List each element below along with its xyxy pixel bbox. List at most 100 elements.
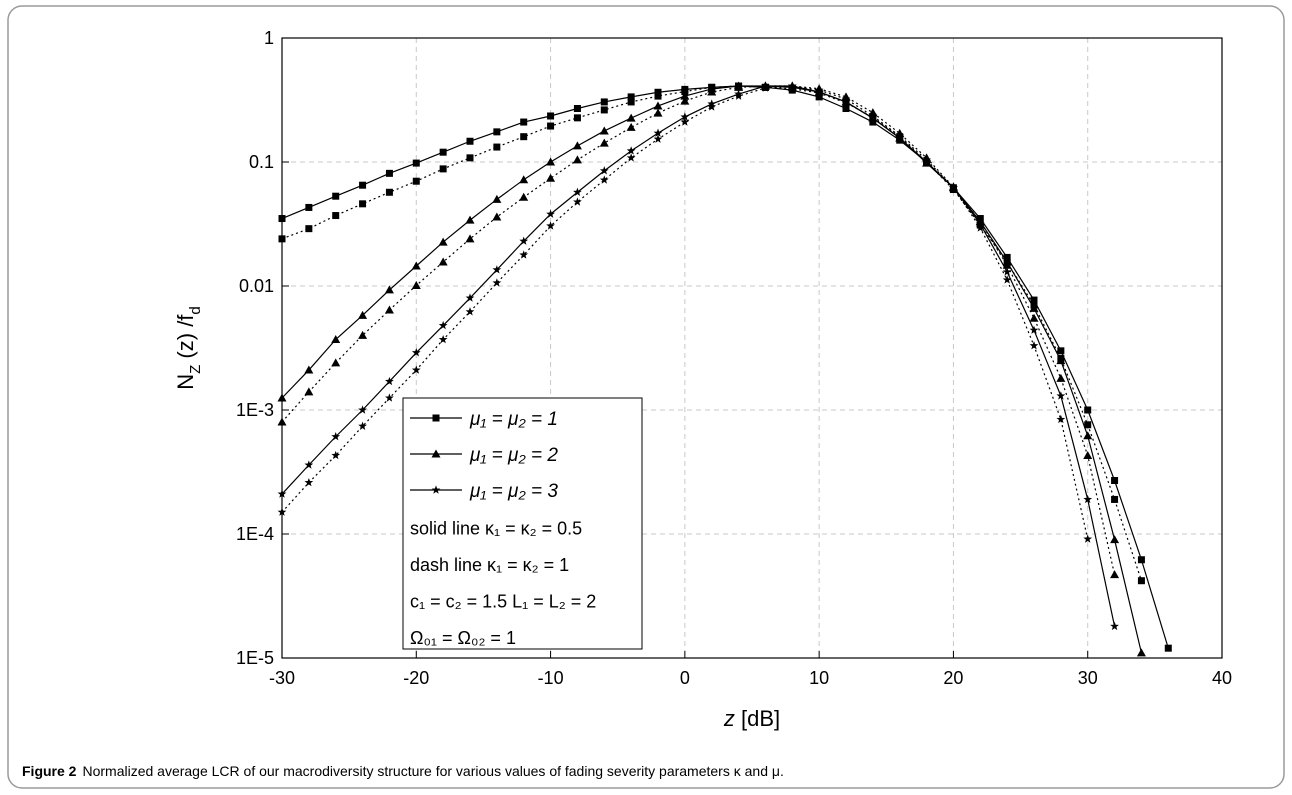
- marker-square: [520, 118, 528, 126]
- marker-square: [1111, 495, 1119, 503]
- y-tick-label: 0.1: [249, 152, 274, 172]
- marker-triangle: [277, 393, 287, 402]
- marker-square: [493, 143, 501, 151]
- marker-star: [653, 128, 663, 137]
- marker-square: [439, 165, 447, 173]
- marker-square: [412, 159, 420, 167]
- marker-star: [519, 236, 529, 245]
- legend-note: solid line κ₁ = κ₂ = 0.5: [410, 519, 582, 539]
- marker-square: [842, 105, 850, 113]
- marker-square: [278, 235, 286, 243]
- marker-square: [547, 112, 555, 120]
- x-tick-label: 30: [1078, 668, 1098, 688]
- marker-triangle: [707, 87, 717, 96]
- marker-star: [546, 221, 555, 230]
- x-tick-label: 10: [809, 668, 829, 688]
- marker-triangle: [653, 108, 663, 117]
- marker-triangle: [438, 257, 448, 266]
- marker-triangle: [331, 335, 341, 344]
- series-line: [281, 85, 1116, 575]
- marker-square: [305, 225, 313, 233]
- caption-text: Normalized average LCR of our macrodiver…: [82, 763, 783, 779]
- marker-star: [492, 278, 502, 287]
- x-tick-label: 20: [943, 668, 963, 688]
- marker-triangle: [465, 234, 475, 243]
- marker-star: [975, 223, 985, 232]
- marker-square: [627, 93, 635, 101]
- marker-square: [466, 137, 474, 145]
- marker-triangle: [1029, 303, 1039, 312]
- marker-star: [707, 102, 717, 111]
- marker-star: [304, 477, 314, 487]
- marker-star: [431, 485, 441, 494]
- plot-frame: [281, 37, 1223, 659]
- marker-triangle: [572, 141, 582, 150]
- legend-box: [402, 397, 643, 650]
- marker-triangle: [546, 173, 556, 182]
- marker-triangle: [1136, 648, 1146, 657]
- marker-star: [331, 450, 341, 460]
- marker-star: [841, 94, 851, 103]
- marker-star: [546, 209, 555, 218]
- marker-square: [385, 188, 393, 196]
- marker-star: [331, 432, 341, 441]
- marker-star: [922, 155, 931, 164]
- marker-square: [385, 169, 393, 177]
- y-label-part: (z) /f: [173, 314, 198, 365]
- marker-square: [1084, 421, 1092, 429]
- x-tick-label: -20: [403, 668, 429, 688]
- marker-star: [1029, 341, 1039, 350]
- y-tick-label: 1E-5: [236, 648, 274, 668]
- marker-star: [787, 81, 797, 90]
- marker-square: [600, 106, 608, 114]
- marker-triangle: [411, 261, 421, 270]
- y-label-part: N: [173, 374, 198, 390]
- marker-star: [949, 183, 958, 192]
- legend-note: dash line κ₁ = κ₂ = 1: [410, 555, 569, 575]
- marker-triangle: [438, 237, 448, 246]
- y-tick-label: 1: [264, 28, 274, 48]
- x-axis-label: z [dB]: [723, 706, 780, 731]
- marker-star: [1029, 325, 1039, 334]
- x-tick-label: -30: [269, 668, 295, 688]
- marker-triangle: [358, 330, 368, 339]
- marker-triangle: [331, 358, 341, 367]
- series-line: [281, 85, 1142, 581]
- marker-triangle: [680, 91, 690, 100]
- marker-square: [869, 118, 877, 126]
- marker-star: [385, 376, 394, 386]
- marker-star: [626, 146, 636, 155]
- x-label-part: z: [723, 706, 735, 731]
- marker-star: [411, 365, 421, 374]
- x-tick-label: 40: [1212, 668, 1232, 688]
- marker-square: [654, 88, 662, 96]
- marker-square: [1137, 556, 1145, 564]
- figure-frame: [7, 5, 1285, 789]
- marker-triangle: [626, 122, 636, 131]
- marker-triangle: [1056, 356, 1066, 365]
- marker-square: [432, 414, 440, 422]
- marker-square: [332, 212, 340, 220]
- marker-square: [681, 88, 689, 96]
- marker-star: [492, 265, 502, 274]
- marker-triangle: [384, 285, 394, 294]
- marker-triangle: [599, 138, 609, 147]
- caption: Figure 2 Normalized average LCR of our ma…: [22, 763, 784, 779]
- marker-star: [1056, 414, 1066, 424]
- marker-triangle: [1029, 313, 1039, 322]
- marker-star: [841, 97, 851, 106]
- marker-triangle: [358, 310, 368, 319]
- marker-triangle: [1110, 570, 1120, 579]
- marker-triangle: [1083, 450, 1093, 459]
- marker-star: [814, 85, 824, 94]
- marker-star: [573, 197, 582, 206]
- marker-triangle: [465, 215, 475, 224]
- legend-note: c₁ = c₂ = 1.5 L₁ = L₂ = 2: [410, 592, 596, 612]
- marker-star: [1002, 275, 1012, 284]
- marker-square: [412, 177, 420, 185]
- marker-star: [465, 293, 475, 302]
- marker-star: [277, 489, 287, 498]
- marker-triangle: [572, 155, 582, 164]
